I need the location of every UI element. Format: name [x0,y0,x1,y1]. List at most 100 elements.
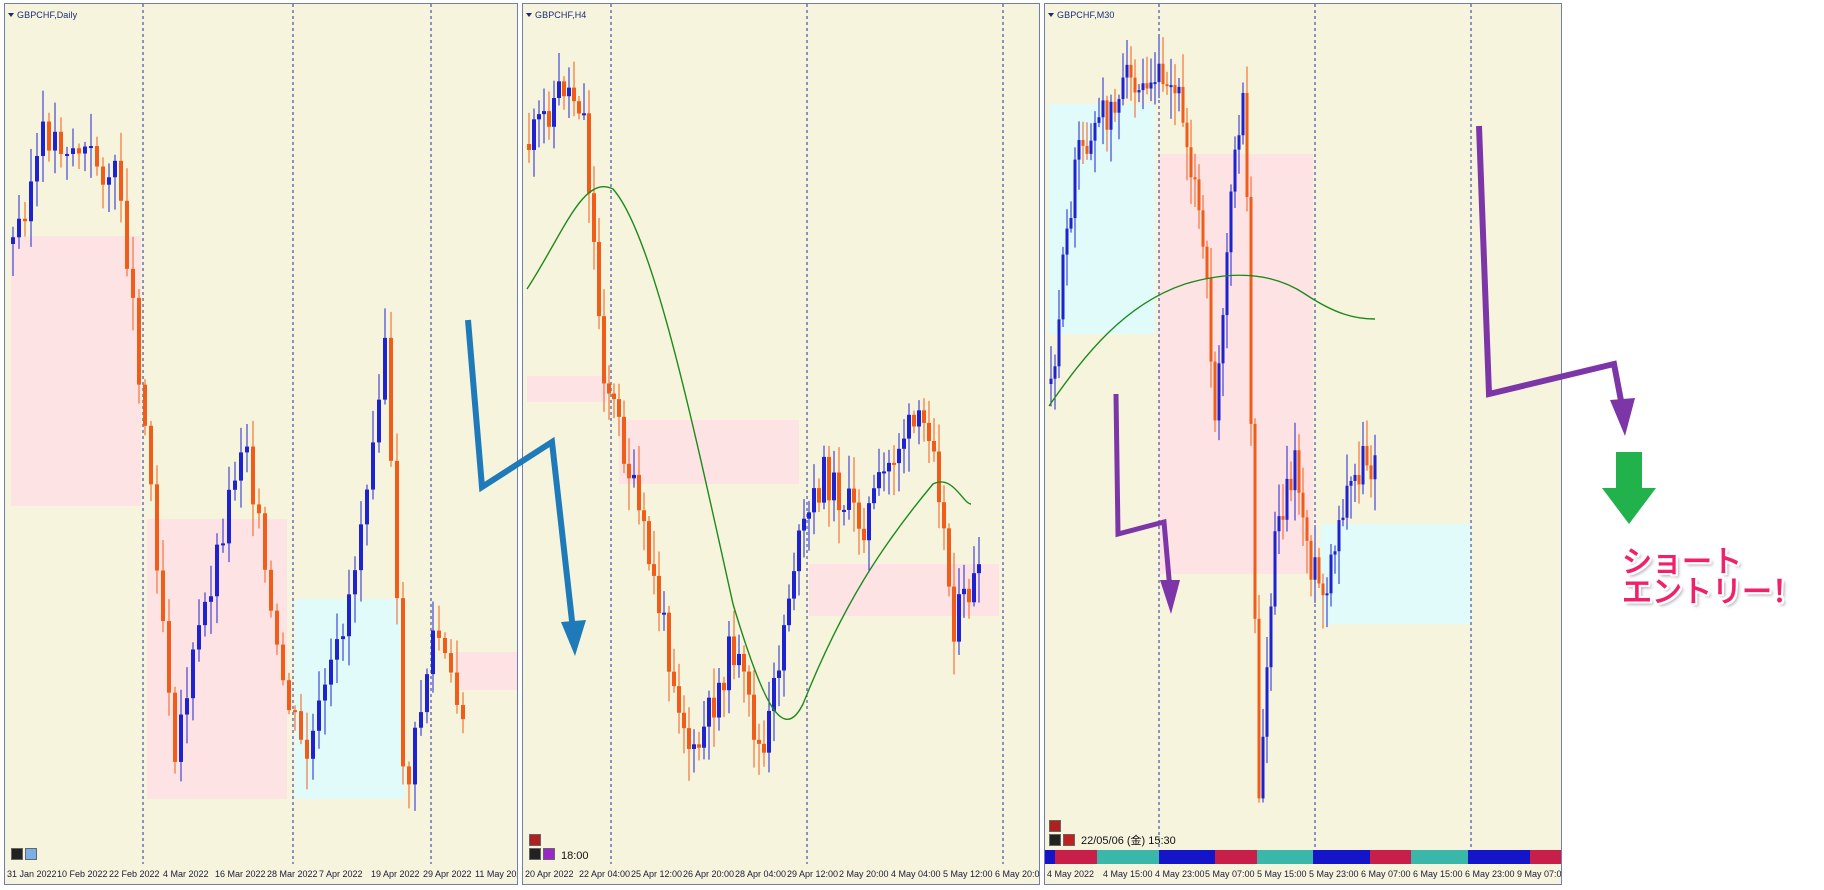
candle-body [937,451,941,503]
candle-body [53,131,57,151]
candle-body [245,446,249,453]
supply-zone [11,236,141,506]
time-axis-tick: 4 May 2022 [1047,869,1095,879]
candle-body [662,612,666,615]
time-axis-tick: 5 May 23:00 [1309,869,1359,879]
time-axis-tick: 25 Apr 12:00 [631,869,683,879]
chart-panel-daily[interactable]: GBPCHF,Daily 31 Jan 2022 10 Feb 2022 22 Fe… [4,3,518,885]
candle-body [1297,450,1301,493]
time-axis-tick: 7 Apr 2022 [319,869,363,879]
candle-body [1333,551,1337,555]
candle-body [1197,179,1201,211]
candle-body [922,410,926,423]
candle-body [1345,485,1349,518]
minimize-icon[interactable] [529,834,541,846]
candle-body [1341,517,1345,521]
time-axis-tick: 16 Mar 2022 [215,869,266,879]
candle-body [627,463,631,479]
time-axis-tick: 10 Feb 2022 [57,869,108,879]
chart-settings-icon[interactable] [1049,834,1061,846]
candle-body [712,697,716,718]
time-axis-tick: 4 May 15:00 [1103,869,1153,879]
candle-body [957,594,961,642]
time-axis-h4: 20 Apr 2022 22 Apr 04:00 25 Apr 12:00 26 Ap… [523,864,1039,884]
candle-body [857,502,861,529]
candle-body [317,700,321,731]
time-label-h4: 18:00 [561,850,589,862]
candle-body [1293,450,1297,491]
chart-settings-icon[interactable] [529,848,541,860]
candle-body [1205,246,1209,279]
candle-body [932,441,936,452]
candle-body [927,422,931,441]
candle-body [1365,446,1369,466]
minimize-icon[interactable] [1049,820,1061,832]
candle-body [1153,82,1157,85]
candle-body [1249,196,1253,424]
candle-body [1325,593,1329,596]
candle-body [1213,361,1217,421]
candle-body [1049,378,1053,384]
candle-body [275,610,279,645]
chart-panel-m30[interactable]: GBPCHF,M30 4 May 2022 4 May 15:00 4 May 23… [1044,3,1562,885]
chart-mode-icon[interactable] [25,848,37,860]
chart-panel-h4[interactable]: GBPCHF,H4 20 Apr 2022 22 Apr 04:00 25 Apr … [522,3,1040,885]
candle-body [962,588,966,595]
candle-body [1305,517,1309,541]
candle-body [1125,64,1129,78]
m30-chart-canvas[interactable] [1045,4,1562,885]
candle-body [383,337,387,400]
candle-body [455,672,459,705]
time-axis-tick: 19 Apr 2022 [371,869,420,879]
time-axis-tick: 26 Apr 20:00 [683,869,735,879]
time-axis-tick: 4 May 04:00 [891,869,941,879]
indicator-icon[interactable] [1063,834,1075,846]
session-segment [1530,850,1561,864]
candle-body [527,144,531,150]
session-segment [1096,850,1159,864]
indicator-icon[interactable] [543,848,555,860]
candle-body [1089,140,1093,154]
candle-body [443,637,447,654]
purple-arrow-head-m30 [1610,398,1635,436]
candle-body [1165,84,1169,87]
h4-chart-canvas[interactable] [523,4,1040,885]
candle-body [782,625,786,671]
candle-body [107,177,111,185]
chart-settings-icon[interactable] [11,848,23,860]
supply-zone [619,420,799,484]
candle-body [1085,145,1089,154]
candle-body [1157,63,1161,83]
candle-body [1053,366,1057,379]
candle-body [802,518,806,531]
candle-body [1093,122,1097,141]
candle-body [587,113,591,194]
candle-body [1317,557,1321,584]
candle-body [872,488,876,504]
candle-body [1369,465,1373,480]
candle-body [143,384,147,426]
daily-chart-canvas[interactable] [5,4,518,885]
candle-body [413,727,417,785]
candle-body [77,148,81,154]
session-bar [1045,850,1561,864]
candle-body [1301,492,1305,518]
candle-body [562,81,566,97]
candle-body [1357,474,1361,485]
candle-body [1349,480,1353,486]
candle-body [892,462,896,465]
down-arrow-icon [1602,452,1656,524]
candle-body [687,728,691,749]
candle-body [239,452,243,481]
candle-body [602,316,606,384]
candle-body [762,743,766,753]
time-axis-tick: 28 Mar 2022 [267,869,318,879]
candle-body [1257,618,1261,799]
candle-body [1221,315,1225,364]
candle-body [1121,77,1125,100]
time-axis-tick: 9 May 07:00 [1517,869,1562,879]
candle-body [967,588,971,603]
candle-body [727,636,731,691]
moving-average-line [1048,274,1376,407]
candle-body [1361,446,1365,485]
